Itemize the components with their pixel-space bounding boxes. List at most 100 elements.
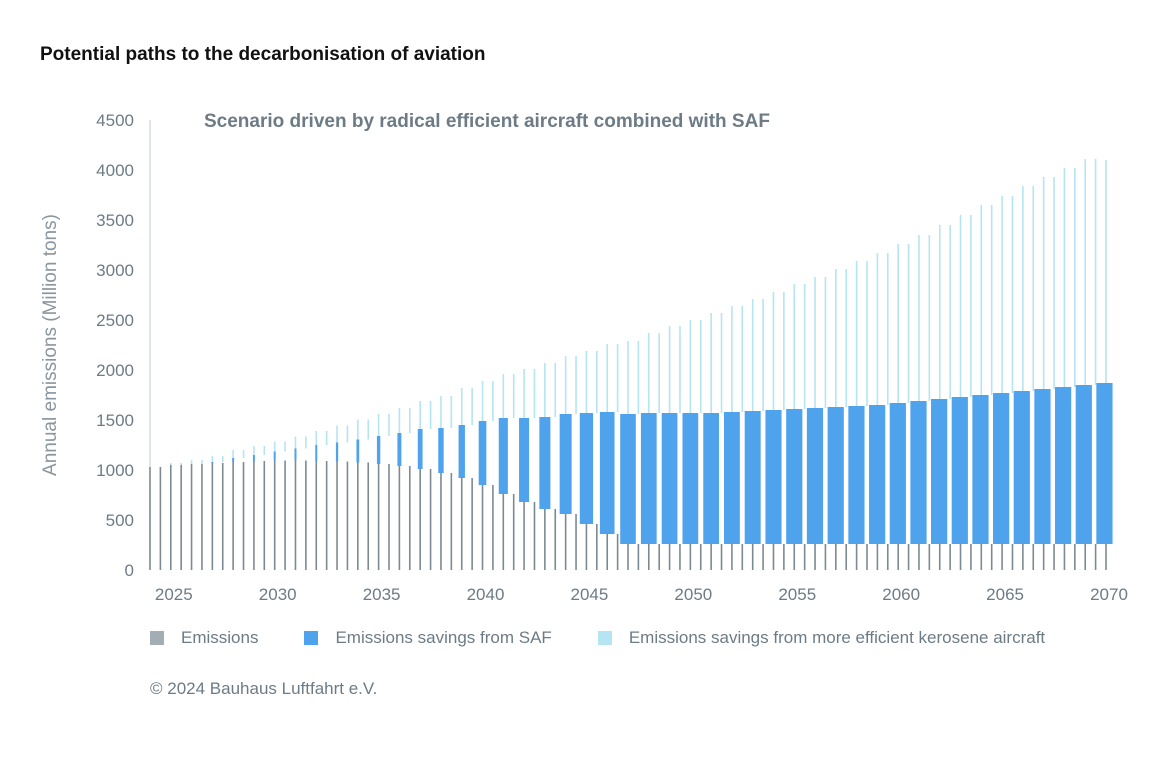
bar-efficient-aircraft <box>886 253 889 405</box>
y-tick-label: 3000 <box>96 261 134 280</box>
bar-emissions <box>180 465 182 570</box>
bar-efficient-aircraft <box>315 431 318 445</box>
bar-emissions <box>429 469 432 570</box>
y-tick-label: 1000 <box>96 461 134 480</box>
bar-emissions <box>1094 544 1097 570</box>
bar-efficient-aircraft <box>1032 186 1035 391</box>
bar-efficient-aircraft <box>938 225 941 399</box>
bar-saf <box>356 439 360 463</box>
bar-saf <box>273 451 276 461</box>
bar-efficient-aircraft <box>1053 177 1055 389</box>
bar-emissions <box>253 461 255 570</box>
bar-efficient-aircraft <box>959 215 962 397</box>
bar-efficient-aircraft <box>533 369 536 418</box>
bar-efficient-aircraft <box>450 396 453 428</box>
bar-efficient-aircraft <box>1084 159 1087 385</box>
bar-saf <box>744 411 761 544</box>
page-title: Potential paths to the decarbonisation o… <box>40 44 486 65</box>
bar-emissions <box>336 461 338 570</box>
bar-emissions <box>689 544 692 570</box>
bar-efficient-aircraft <box>1011 196 1014 393</box>
bar-efficient-aircraft <box>575 356 577 414</box>
bar-efficient-aircraft <box>637 341 640 414</box>
bar-saf <box>252 455 255 461</box>
bar-emissions <box>637 544 640 570</box>
chart: Scenario driven by radical efficient air… <box>40 111 1128 604</box>
bar-efficient-aircraft <box>918 235 920 401</box>
bar-efficient-aircraft <box>1022 186 1024 391</box>
bar-efficient-aircraft <box>429 401 432 429</box>
bar-efficient-aircraft <box>720 313 723 413</box>
bar-emissions <box>419 469 421 570</box>
bar-efficient-aircraft <box>897 244 899 403</box>
bar-efficient-aircraft <box>492 381 494 421</box>
bar-emissions <box>408 466 411 570</box>
bar-emissions <box>1022 544 1024 570</box>
bar-efficient-aircraft <box>845 269 848 407</box>
bar-emissions <box>699 544 702 570</box>
bar-emissions <box>460 478 463 570</box>
bar-saf <box>931 399 948 544</box>
bar-emissions <box>242 462 245 570</box>
bar-emissions <box>855 544 858 570</box>
bar-saf <box>910 401 927 544</box>
bar-emissions <box>1011 544 1014 570</box>
legend-swatch-efficient-aircraft <box>597 631 612 645</box>
bar-saf <box>335 442 339 462</box>
bar-emissions <box>512 494 515 570</box>
bar-saf <box>682 413 699 544</box>
bar-efficient-aircraft <box>253 446 255 455</box>
bar-saf <box>1075 385 1092 544</box>
bar-emissions <box>772 544 775 570</box>
bar-emissions <box>1032 544 1035 570</box>
bar-emissions <box>440 473 442 570</box>
bar-emissions <box>221 463 224 570</box>
bar-emissions <box>554 509 557 570</box>
bar-efficient-aircraft <box>388 414 390 436</box>
bar-emissions <box>907 544 910 570</box>
bar-saf <box>438 428 444 473</box>
bar-emissions <box>346 461 349 570</box>
bar-saf <box>723 412 740 544</box>
bar-efficient-aircraft <box>783 292 785 410</box>
bar-saf <box>786 409 803 544</box>
bar-emissions <box>959 544 962 570</box>
bar-efficient-aircraft <box>907 244 910 403</box>
bar-emissions <box>357 462 359 570</box>
bar-saf <box>869 405 886 544</box>
bar-efficient-aircraft <box>824 277 827 408</box>
bar-efficient-aircraft <box>835 269 837 407</box>
bar-emissions <box>970 544 972 570</box>
bar-efficient-aircraft <box>928 235 931 401</box>
bar-efficient-aircraft <box>502 374 505 418</box>
bar-efficient-aircraft <box>866 261 868 406</box>
x-tick-label: 2030 <box>259 585 297 604</box>
bar-emissions <box>481 485 484 570</box>
bar-emissions <box>294 460 297 570</box>
bar-emissions <box>990 544 993 570</box>
bar-efficient-aircraft <box>284 441 286 452</box>
bar-efficient-aircraft <box>481 381 484 421</box>
bar-emissions <box>1105 544 1107 570</box>
bar-emissions <box>575 514 577 570</box>
bar-emissions <box>783 544 785 570</box>
x-tick-label: 2035 <box>363 585 401 604</box>
y-tick-label: 4500 <box>96 111 134 130</box>
bar-efficient-aircraft <box>564 356 567 414</box>
bar-efficient-aircraft <box>699 320 702 413</box>
bar-efficient-aircraft <box>367 419 370 440</box>
bar-emissions <box>492 485 494 570</box>
bar-saf <box>232 458 235 462</box>
bar-efficient-aircraft <box>762 299 764 411</box>
bar-efficient-aircraft <box>523 369 525 418</box>
bar-emissions <box>803 544 806 570</box>
bar-emissions <box>949 544 951 570</box>
bar-efficient-aircraft <box>232 450 234 458</box>
bar-saf <box>315 445 318 461</box>
y-tick-labels: 0 500 1000 1500 2000 2500 3000 3500 4000 4500 <box>96 111 134 580</box>
bar-efficient-aircraft <box>294 436 297 449</box>
bar-efficient-aircraft <box>596 351 598 413</box>
bar-efficient-aircraft <box>471 388 473 425</box>
bar-efficient-aircraft <box>325 431 328 445</box>
bar-emissions <box>876 544 879 570</box>
